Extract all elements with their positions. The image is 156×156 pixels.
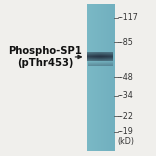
Text: --85: --85 xyxy=(118,38,134,47)
Text: --117: --117 xyxy=(118,13,139,22)
Text: --34: --34 xyxy=(118,91,134,100)
Text: --22: --22 xyxy=(118,112,134,121)
Text: (kD): (kD) xyxy=(118,137,135,146)
Text: (pThr453): (pThr453) xyxy=(17,58,73,68)
Text: --19: --19 xyxy=(118,127,134,136)
Text: --48: --48 xyxy=(118,73,134,82)
Text: Phospho-SP1: Phospho-SP1 xyxy=(8,46,82,56)
